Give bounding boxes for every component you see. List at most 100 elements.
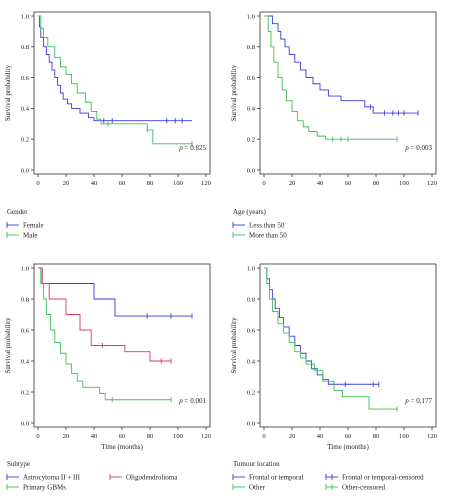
x-tick-label: 120 — [427, 180, 438, 187]
x-tick-label: 20 — [63, 433, 70, 440]
y-tick-label: 1.0 — [21, 13, 30, 20]
x-tick-label: 20 — [289, 180, 296, 187]
legend-title: Gender — [7, 208, 28, 216]
km-curve-frontal-or-temporal — [264, 267, 379, 385]
y-tick-label: 0.2 — [21, 389, 29, 396]
legend-label: More than 50 — [249, 232, 287, 240]
x-tick-label: 100 — [173, 180, 184, 187]
y-tick-label: 0.0 — [21, 167, 30, 174]
km-panel-top-right: 0 20 40 60 80 100 120 0.0 0.2 0.4 0.6 0.8 1.0 Surviva… — [230, 11, 438, 240]
x-tick-label: 40 — [91, 180, 98, 187]
y-tick-label: 0.8 — [21, 44, 30, 51]
p-value: p = 0.001 — [178, 397, 206, 405]
p-value-symbol: p — [178, 144, 183, 152]
y-tick-label: 0.6 — [247, 75, 256, 82]
y-tick-label: 0.2 — [247, 389, 255, 396]
legend-label: Astrocytoma II + III — [23, 474, 81, 482]
legend-label: Other — [249, 484, 266, 492]
km-panel-bottom-left: 0 20 40 60 80 100 120 0.0 0.2 0.4 0.6 0.8 1.0 Surviva… — [4, 263, 212, 492]
km-curve-less-than-50 — [264, 15, 418, 114]
x-tick-label: 120 — [201, 433, 212, 440]
legend-label: Oligodendrolioma — [126, 474, 178, 482]
km-curve-female — [38, 15, 192, 122]
legend-title: Subtype — [7, 460, 30, 468]
x-tick-label: 60 — [345, 180, 352, 187]
p-value-equals: = — [183, 397, 190, 405]
legend: Subtype Astrocytoma II + III Primary GBMs O… — [6, 460, 178, 492]
x-tick-label: 40 — [317, 433, 324, 440]
y-axis-title: Survival probability — [4, 64, 12, 121]
x-tick-label: 80 — [373, 433, 380, 440]
km-panel-bottom-right: 0 20 40 60 80 100 120 0.0 0.2 0.4 0.6 0.8 1.0 Surviva… — [230, 263, 438, 492]
y-tick-label: 1.0 — [21, 265, 30, 272]
p-value-number: 0.001 — [190, 397, 206, 405]
legend: Gender Female Male — [6, 208, 44, 240]
x-tick-label: 0 — [36, 433, 40, 440]
y-tick-label: 0.2 — [21, 137, 29, 144]
x-tick-label: 100 — [399, 180, 410, 187]
x-tick-label: 0 — [262, 180, 266, 187]
y-axis-title: Survival probability — [230, 64, 238, 121]
x-tick-label: 100 — [173, 433, 184, 440]
legend-label: Female — [23, 222, 44, 230]
x-tick-label: 40 — [91, 433, 98, 440]
x-tick-label: 120 — [427, 433, 438, 440]
p-value: p = 0.177 — [404, 397, 432, 405]
x-tick-label: 20 — [63, 180, 70, 187]
legend: Age (years) Less than 50 More than 50 — [232, 208, 287, 240]
legend-title: Age (years) — [233, 208, 267, 216]
x-tick-label: 60 — [119, 180, 126, 187]
x-tick-label: 20 — [289, 433, 296, 440]
x-tick-label: 80 — [147, 180, 154, 187]
y-axis-title: Survival probability — [4, 317, 12, 374]
y-tick-label: 0.6 — [21, 327, 30, 334]
km-panel-top-left: 0 20 40 60 80 100 120 0.0 0.2 0.4 0.6 0.8 1.0 Surviva… — [4, 11, 212, 240]
x-tick-label: 40 — [317, 180, 324, 187]
legend: Tumour location Frontal or temporal Other F… — [232, 460, 424, 492]
legend-label: Primary GBMs — [23, 484, 66, 492]
x-tick-label: 0 — [36, 180, 40, 187]
p-value-equals: = — [183, 144, 190, 152]
y-tick-label: 0.6 — [21, 75, 30, 82]
p-value-symbol: p — [404, 397, 409, 405]
y-tick-label: 0.2 — [247, 137, 255, 144]
legend-label: Frontal or temporal — [249, 474, 303, 482]
p-value-equals: = — [409, 144, 416, 152]
y-tick-label: 0.6 — [247, 327, 256, 334]
p-value-number: 0.825 — [190, 144, 206, 152]
x-axis-title: Time (months) — [327, 443, 369, 451]
p-value: p = 0.003 — [404, 144, 432, 152]
x-tick-label: 60 — [345, 433, 352, 440]
p-value-number: 0.177 — [416, 397, 432, 405]
y-tick-label: 0.4 — [247, 358, 256, 365]
km-curve-astrocytoma-ii-iii — [38, 267, 192, 317]
x-tick-label: 100 — [399, 433, 410, 440]
x-tick-label: 60 — [119, 433, 126, 440]
legend-label: Male — [23, 232, 37, 240]
km-curve-male — [38, 15, 192, 145]
legend-label: Other-censored — [342, 484, 386, 492]
p-value-number: 0.003 — [416, 144, 432, 152]
x-axis-title: Time (months) — [101, 443, 143, 451]
p-value-equals: = — [409, 397, 416, 405]
y-tick-label: 1.0 — [247, 13, 256, 20]
y-tick-label: 0.8 — [247, 44, 256, 51]
y-axis-title: Survival probability — [230, 317, 238, 374]
legend-label: Less than 50 — [249, 222, 285, 230]
p-value-symbol: p — [404, 144, 409, 152]
km-curve-oligodendrolioma — [38, 267, 171, 362]
y-tick-label: 0.4 — [247, 106, 256, 113]
y-tick-label: 0.0 — [21, 420, 30, 427]
x-tick-label: 80 — [147, 433, 154, 440]
x-tick-label: 80 — [373, 180, 380, 187]
legend-title: Tumour location — [233, 460, 280, 468]
y-tick-label: 1.0 — [247, 265, 256, 272]
km-curve-more-than-50 — [264, 15, 397, 140]
p-value: p = 0.825 — [178, 144, 206, 152]
y-tick-label: 0.8 — [21, 296, 30, 303]
x-tick-label: 0 — [262, 433, 266, 440]
legend-label: Frontal or temporal-censored — [342, 474, 424, 482]
y-tick-label: 0.0 — [247, 420, 256, 427]
x-tick-label: 120 — [201, 180, 212, 187]
